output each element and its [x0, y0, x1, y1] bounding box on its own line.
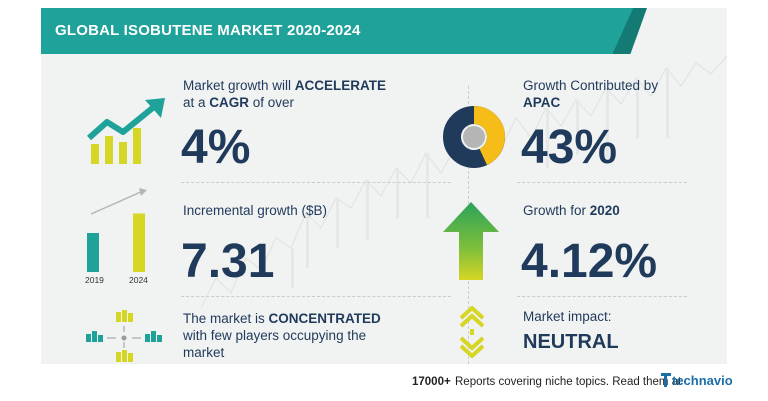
- yoy-value: 4.12%: [521, 238, 657, 286]
- cagr-value: 4%: [181, 124, 250, 172]
- concentration-line-1: The market is CONCENTRATED: [183, 310, 381, 327]
- growth-line-1: Market growth will ACCELERATE: [183, 77, 386, 94]
- bar-2024: [133, 214, 145, 273]
- impact-label: Market impact:: [523, 308, 612, 325]
- neutral-impact-icon: [455, 306, 489, 358]
- rising-trend-icon: [85, 98, 169, 168]
- incremental-growth-bar-icon: 2019 2024: [81, 186, 171, 286]
- technavio-link[interactable]: technavio: [672, 373, 733, 388]
- row-divider-left-2: [181, 296, 451, 297]
- row-divider-left-1: [181, 182, 451, 183]
- impact-value: NEUTRAL: [523, 332, 619, 352]
- footer-report-count: 17000+: [412, 376, 451, 388]
- footer: 17000+ Reports covering niche topics. Re…: [0, 367, 768, 395]
- concentration-line-2: with few players occupying the: [183, 327, 366, 344]
- market-players-icon: [83, 310, 165, 364]
- technavio-logo-icon: [660, 373, 672, 387]
- page-title: GLOBAL ISOBUTENE MARKET 2020-2024: [55, 22, 361, 39]
- region-line-2: APAC: [523, 94, 560, 111]
- bar-2024-label: 2024: [129, 275, 148, 285]
- yoy-label: Growth for 2020: [523, 202, 620, 219]
- incremental-value: 7.31: [181, 238, 274, 286]
- incremental-label: Incremental growth ($B): [183, 202, 327, 219]
- infographic-card: GLOBAL ISOBUTENE MARKET 2020-2024 Market…: [41, 8, 727, 364]
- region-value: 43%: [521, 124, 617, 172]
- bar-2019-label: 2019: [85, 275, 104, 285]
- up-arrow-icon: [441, 202, 501, 282]
- region-share-donut-icon: [441, 104, 507, 170]
- row-divider-right-2: [517, 296, 687, 297]
- concentration-line-3: market: [183, 344, 224, 361]
- row-divider-right-1: [517, 182, 687, 183]
- bar-2019: [87, 233, 99, 272]
- growth-line-2: at a CAGR of over: [183, 94, 294, 111]
- footer-text: Reports covering niche topics. Read them…: [455, 376, 681, 388]
- title-banner: GLOBAL ISOBUTENE MARKET 2020-2024: [41, 8, 645, 54]
- region-line-1: Growth Contributed by: [523, 77, 658, 94]
